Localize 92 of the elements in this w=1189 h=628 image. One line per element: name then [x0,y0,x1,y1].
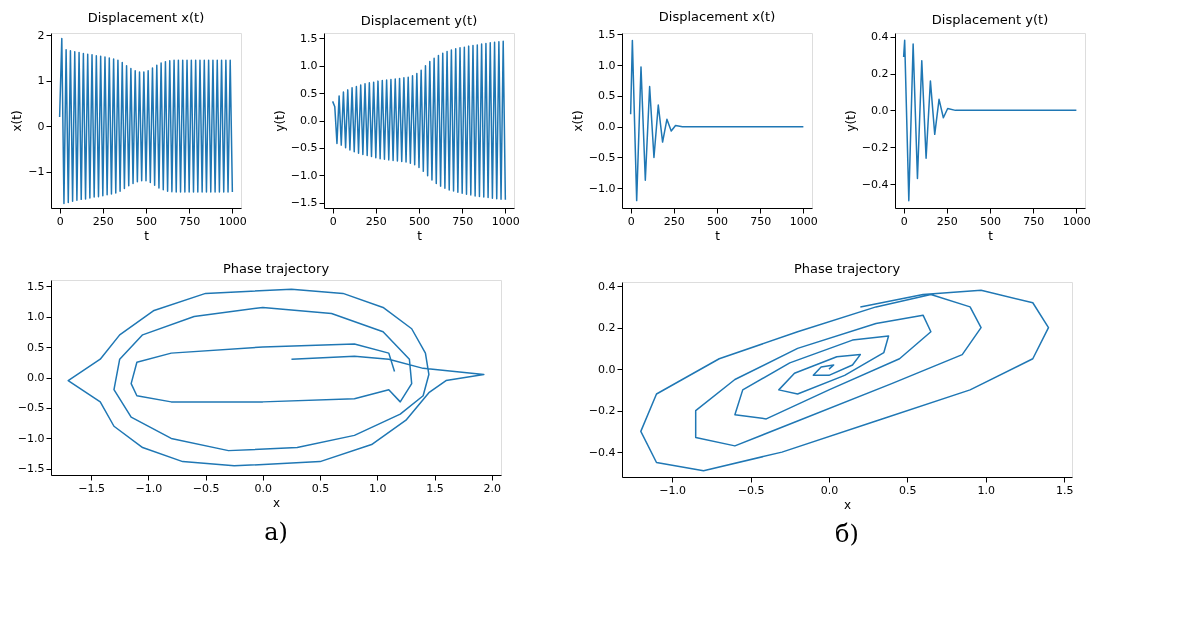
x-tick-label: 0 [329,214,337,228]
x-axis-title: t [715,228,721,243]
y-tick-label: 0 [37,119,45,133]
y-axis-title: x(t) [570,110,585,132]
x-tick-label: 0 [56,214,64,228]
line-series [902,39,1078,202]
chart-title: Displacement x(t) [87,10,205,26]
y-axis-title: x(t) [10,110,25,132]
x-tick-label: 0.0 [820,483,839,497]
x-tick-label: −1.0 [135,481,163,495]
x-tick-label: 1.0 [369,481,387,495]
x-tick-label: 1000 [1062,214,1091,228]
x-tick-label: 0.5 [899,483,917,497]
y-tick-label: 0.2 [871,67,889,81]
x-tick-label: 500 [707,214,728,228]
y-tick-label: 0.0 [598,120,616,134]
text: б) [835,520,859,548]
y-tick-label: −0.4 [861,177,889,191]
text: а) [264,518,288,546]
x-axis-title: t [988,228,994,243]
y-tick-label: 1 [37,74,45,88]
y-tick-label: −1.0 [290,168,318,182]
x-tick-label: 1000 [218,214,247,228]
x-tick-label: 2.0 [483,481,502,495]
x-tick-label: 750 [179,214,201,228]
x-tick-label: 1000 [789,214,818,228]
chart-title: Phase trajectory [793,261,901,277]
y-axis-title: y(t) [843,110,858,132]
y-tick-label: −0.5 [588,150,616,164]
x-tick-label: 750 [452,214,474,228]
x-tick-label: 0 [627,214,635,228]
chart-title: Displacement y(t) [931,11,1049,27]
y-tick-label: −0.5 [17,401,45,415]
y-tick-label: 1.0 [27,310,45,324]
y-tick-label: 0.2 [598,321,616,335]
y-axis-title: y(t) [272,110,287,132]
y-tick-label: 0.0 [300,114,318,127]
y-tick-label: 2 [37,28,45,42]
y-tick-label: −1.0 [17,431,45,445]
y-tick-label: 1.0 [598,58,616,72]
y-tick-label: −1.5 [17,462,45,476]
y-tick-label: 1.5 [598,27,616,41]
x-tick-label: −1.5 [78,481,105,495]
y-tick-label: 0.4 [871,30,889,44]
x-tick-label: −1.0 [659,483,687,497]
y-tick-label: −1.5 [290,196,318,210]
y-tick-label: −0.4 [588,445,616,459]
x-axis-title: x [272,495,281,510]
y-tick-label: 0.5 [27,340,45,354]
x-tick-label: 1.0 [977,483,996,497]
y-tick-label: −1.0 [588,181,616,195]
line-series [629,39,805,202]
x-axis-title: t [144,228,150,243]
y-tick-label: 1.0 [300,59,318,73]
x-tick-label: 500 [980,214,1001,228]
line-series [58,37,234,205]
x-tick-label: 250 [92,214,114,228]
y-tick-label: 0.0 [27,371,45,384]
x-tick-label: 250 [936,214,958,228]
y-tick-label: 0.0 [871,103,889,117]
x-tick-label: 250 [663,214,685,228]
x-tick-label: 250 [365,214,387,228]
chart-title: Phase trajectory [222,261,330,276]
x-tick-label: 0 [900,214,908,228]
x-tick-label: −0.5 [192,481,220,495]
x-tick-label: 0.5 [311,481,330,495]
x-axis-title: t [417,228,423,243]
x-axis-title: x [843,497,852,512]
chart-title: Displacement y(t) [360,13,478,29]
x-tick-label: 500 [409,214,430,228]
y-tick-label: −0.2 [861,140,889,154]
y-tick-label: 0.5 [598,89,616,103]
y-tick-label: 1.5 [27,279,45,293]
y-tick-label: −1 [28,165,45,179]
y-tick-label: 1.5 [300,31,318,45]
line-series [331,40,507,201]
y-tick-label: −0.5 [290,141,318,155]
line-series [640,289,1050,472]
x-tick-label: 500 [136,214,157,228]
chart-title: Displacement x(t) [658,9,776,25]
x-tick-label: 750 [750,214,772,228]
y-tick-label: 0.0 [598,362,616,376]
x-tick-label: 1.5 [1055,483,1074,497]
x-tick-label: −0.5 [737,483,765,497]
x-tick-label: 1000 [491,214,520,228]
x-tick-label: 0.0 [254,481,273,495]
y-tick-label: 0.4 [598,279,616,293]
x-tick-label: 1.5 [426,481,444,495]
y-tick-label: 0.5 [300,86,318,100]
line-series [67,288,485,467]
y-tick-label: −0.2 [588,404,616,418]
x-tick-label: 750 [1023,214,1045,228]
